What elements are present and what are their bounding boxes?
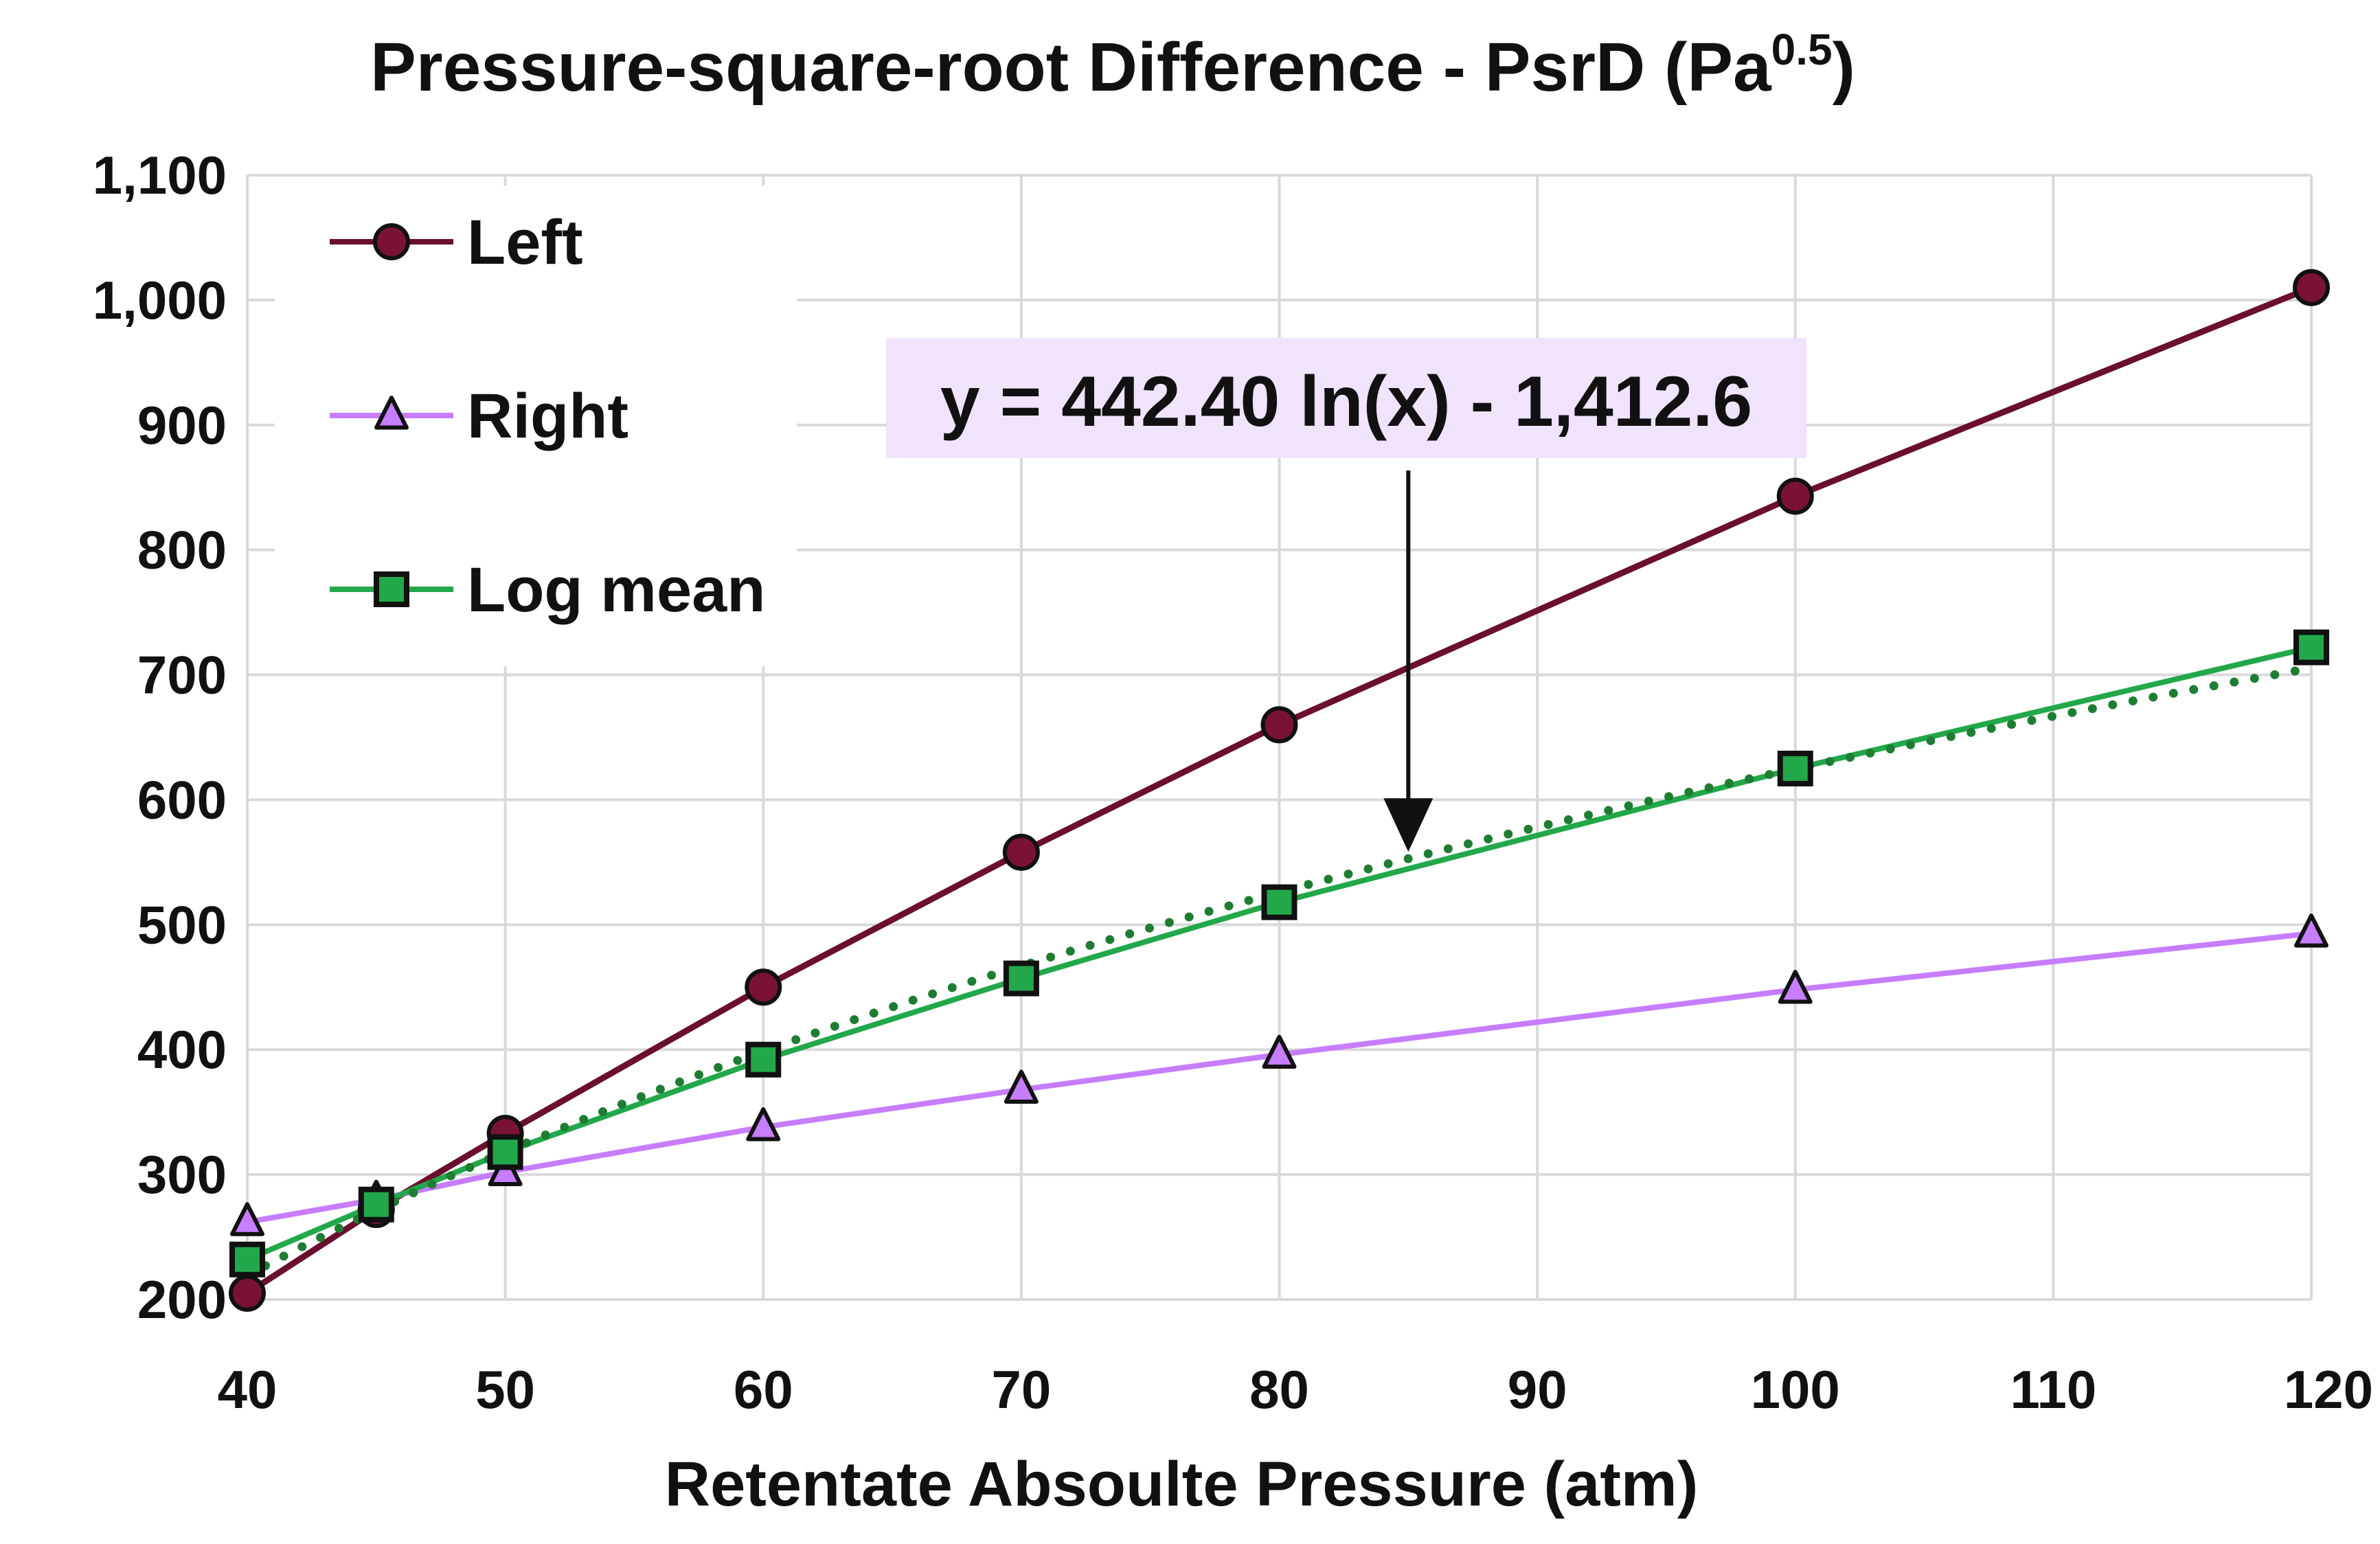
- data-point-log-mean: [1777, 750, 1813, 786]
- data-point-right: [1262, 1034, 1297, 1069]
- x-axis-title: Retentate Absoulte Pressure (atm): [665, 1449, 1699, 1519]
- legend: Left Right Log mean: [275, 185, 797, 666]
- x-tick-label: 80: [1249, 1359, 1309, 1420]
- y-tick-label: 600: [137, 769, 227, 830]
- legend-label: Right: [467, 381, 628, 451]
- legend-marker-left: [373, 223, 410, 260]
- x-tick-label: 100: [1751, 1359, 1840, 1420]
- x-tick-label: 120: [2284, 1359, 2373, 1420]
- y-tick-label: 800: [137, 520, 227, 580]
- x-tick-label: 110: [2010, 1359, 2096, 1420]
- y-tick-label: 300: [137, 1144, 227, 1205]
- data-point-left: [1002, 833, 1040, 871]
- data-point-left: [2293, 269, 2330, 306]
- legend-label: Log mean: [467, 555, 765, 625]
- y-tick-label: 200: [137, 1269, 227, 1330]
- x-tick-label: 40: [218, 1359, 277, 1420]
- legend-label: Left: [467, 207, 583, 277]
- axes: 200 300 400 500 600 700 800 900 1,000 1,100 40 50 60…: [93, 145, 2373, 1420]
- data-point-right: [230, 1202, 264, 1236]
- y-tick-label: 1,100: [93, 145, 227, 205]
- legend-background: [275, 185, 797, 666]
- data-point-left: [745, 968, 782, 1006]
- x-tick-label: 70: [991, 1359, 1051, 1420]
- x-tick-label: 50: [475, 1359, 535, 1420]
- y-tick-label: 700: [137, 645, 227, 705]
- data-point-log-mean: [745, 1041, 782, 1078]
- arrow-head: [1383, 798, 1433, 852]
- chart-title: Pressure-square-root Difference - PsrD (…: [370, 25, 1855, 106]
- equation-text: y = 442.40 ln(x) - 1,412.6: [940, 362, 1752, 442]
- data-point-right: [2294, 913, 2328, 948]
- data-point-right: [1778, 969, 1813, 1004]
- data-point-log-mean: [358, 1186, 394, 1223]
- title-suffix: ): [1833, 29, 1855, 106]
- data-point-right: [1004, 1069, 1039, 1104]
- legend-marker-right: [374, 396, 409, 430]
- data-point-left: [1776, 477, 1814, 515]
- data-point-right: [746, 1107, 781, 1142]
- title-superscript: 0.5: [1771, 25, 1833, 74]
- legend-marker-log-mean: [374, 571, 409, 607]
- y-tick-label: 400: [137, 1019, 227, 1080]
- series-markers: [229, 269, 2330, 1312]
- y-tick-label: 900: [137, 395, 227, 455]
- data-point-left: [229, 1274, 266, 1312]
- equation-box: [886, 338, 1806, 458]
- data-point-log-mean: [229, 1241, 265, 1278]
- data-point-log-mean: [487, 1134, 523, 1170]
- x-tick-label: 60: [734, 1359, 793, 1420]
- data-point-left: [1260, 706, 1298, 744]
- trendline: [242, 663, 2316, 1280]
- y-tick-label: 500: [137, 894, 227, 955]
- log-trendline: [242, 663, 2316, 1280]
- trendline-equation-annotation: y = 442.40 ln(x) - 1,412.6: [886, 338, 1806, 852]
- y-tick-label: 1,000: [93, 270, 227, 330]
- data-point-log-mean: [2293, 629, 2329, 666]
- data-point-log-mean: [1261, 884, 1297, 920]
- data-point-log-mean: [1003, 960, 1039, 997]
- x-tick-label: 90: [1508, 1359, 1567, 1420]
